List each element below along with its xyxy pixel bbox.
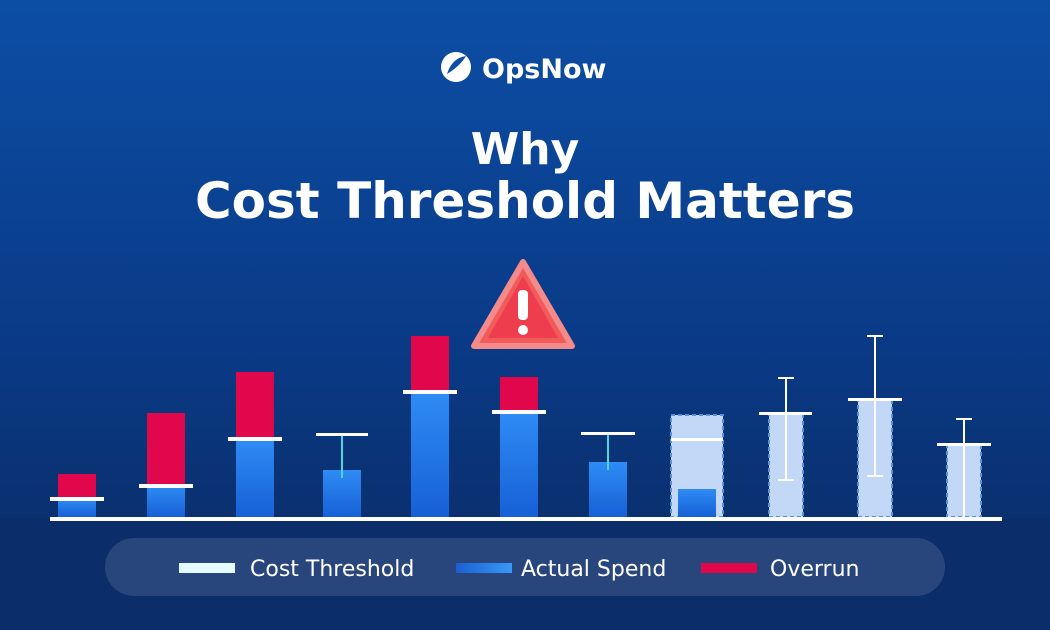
threshold [581, 432, 635, 435]
spend-bar [58, 499, 96, 517]
legend-swatch [456, 563, 512, 573]
title-line: Why [471, 124, 580, 175]
legend-label: Overrun [770, 557, 859, 582]
spend-bar [236, 439, 274, 517]
baseline [50, 517, 1002, 521]
spend-bar [589, 462, 627, 517]
range-bar [867, 335, 883, 477]
threshold [50, 497, 104, 501]
threshold [848, 398, 902, 401]
legend-box [105, 538, 945, 596]
threshold [492, 410, 546, 414]
legend-label: Cost Threshold [250, 557, 414, 582]
logo-text: OpsNow [482, 54, 606, 85]
warning-icon [471, 259, 575, 349]
floor [0, 519, 1050, 630]
threshold [671, 438, 723, 441]
threshold [139, 484, 193, 488]
spend-bar [147, 486, 185, 517]
threshold [937, 443, 991, 446]
legend-swatch [179, 563, 235, 573]
overrun-bar [147, 413, 185, 486]
overrun-bar [500, 377, 538, 412]
legend-swatch [701, 563, 757, 573]
range-bar [778, 377, 794, 481]
threshold [228, 437, 282, 441]
overrun-bar [58, 474, 96, 499]
overrun-bar [411, 336, 449, 392]
overrun-bar [236, 372, 274, 439]
title-line: Cost Threshold Matters [195, 172, 855, 230]
threshold [316, 433, 368, 436]
logo: OpsNow [441, 52, 606, 85]
legend: Cost Threshold Actual Spend Overrun [105, 538, 945, 596]
spend-bar [678, 489, 716, 517]
spend-bar [500, 412, 538, 517]
spend-bar [411, 392, 449, 517]
threshold [403, 390, 457, 394]
range-bar [956, 418, 972, 517]
threshold [759, 412, 812, 415]
bars [50, 335, 991, 518]
legend-label: Actual Spend [521, 557, 666, 582]
